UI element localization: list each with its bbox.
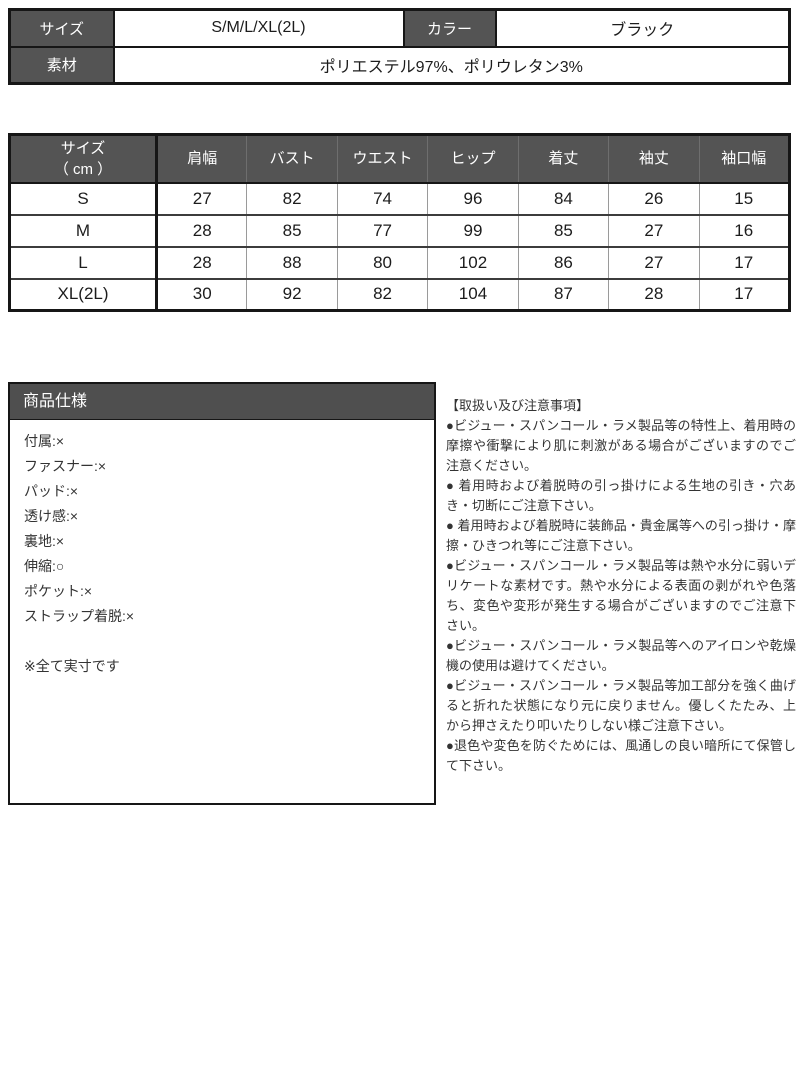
size-chart-column-header: ヒップ [427,134,519,184]
size-chart-row: M 28 85 77 99 85 27 16 [9,213,790,247]
spec-box-body: 付属:× ファスナー:× パッド:× 透け感:× 裏地:× 伸縮:○ ポケット:× ストラップ… [10,420,434,688]
size-chart-value-cell: 28 [608,277,700,311]
size-chart-size-cell: XL(2L) [9,277,158,311]
size-label-cell: サイズ [8,8,115,48]
info-row-size-color: サイズ S/M/L/XL(2L) カラー ブラック [8,8,791,48]
spec-box: 商品仕様 付属:× ファスナー:× パッド:× 透け感:× 裏地:× 伸縮:○ ポケット:×… [8,382,436,805]
size-chart-value-cell: 85 [517,213,609,247]
color-value-cell: ブラック [494,8,791,48]
size-chart-header-row: サイズ（ cm ）肩幅 バスト ウエスト ヒップ 着丈 袖丈 袖口幅 [9,134,790,184]
size-chart-value-cell: 92 [246,277,338,311]
size-chart-value-cell: 104 [427,277,519,311]
size-chart-value-cell: 80 [336,245,428,279]
product-info-table: サイズ S/M/L/XL(2L) カラー ブラック 素材 ポリエステル97%、ポ… [8,8,791,85]
size-chart-value-cell: 27 [608,213,700,247]
size-chart-column-header: ウエスト [336,134,428,184]
size-chart-size-column-header: サイズ（ cm ） [9,134,158,184]
size-chart-column-header: 着丈 [517,134,609,184]
size-chart-value-cell: 15 [698,181,790,215]
size-chart-value-cell: 28 [155,245,247,279]
size-chart-value-cell: 88 [246,245,338,279]
care-note-item: ●ビジュー・スパンコール・ラメ製品等は熱や水分に弱いデリケートな素材です。熱や水… [446,558,796,633]
size-chart-value-cell: 17 [698,277,790,311]
size-chart-value-cell: 28 [155,213,247,247]
spec-box-title: 商品仕様 [10,384,434,420]
size-chart-size-cell: M [9,213,158,247]
size-chart-value-cell: 27 [155,181,247,215]
care-note-item: ● 着用時および着脱時に装飾品・貴金属等への引っ掛け・摩擦・ひきつれ等にご注意下… [446,518,796,553]
size-chart-column-header: 肩幅 [155,134,247,184]
size-chart-column-header: バスト [246,134,338,184]
care-note-item: ●ビジュー・スパンコール・ラメ製品等の特性上、着用時の摩擦や衝撃により肌に刺激が… [446,418,796,473]
size-chart-row: XL(2L) 30 92 82 104 87 28 17 [9,277,790,311]
info-row-material: 素材 ポリエステル97%、ポリウレタン3% [8,45,791,85]
size-chart-row: S 27 82 74 96 84 26 15 [9,181,790,215]
care-note-item: ●ビジュー・スパンコール・ラメ製品等へのアイロンや乾燥機の使用は避けてください。 [446,638,796,673]
size-chart-value-cell: 84 [517,181,609,215]
care-notes-title: 【取扱い及び注意事項】 [446,398,590,413]
size-chart-value-cell: 30 [155,277,247,311]
material-label-cell: 素材 [8,45,115,85]
size-chart-size-cell: L [9,245,158,279]
material-value-cell: ポリエステル97%、ポリウレタン3% [112,45,791,85]
size-chart-value-cell: 82 [246,181,338,215]
size-chart-column-header: 袖丈 [608,134,700,184]
size-chart-column-header: 袖口幅 [698,134,790,184]
size-chart-value-cell: 17 [698,245,790,279]
size-chart-value-cell: 102 [427,245,519,279]
size-chart-value-cell: 96 [427,181,519,215]
size-chart-value-cell: 87 [517,277,609,311]
size-chart-row: L 28 88 80 102 86 27 17 [9,245,790,279]
spec-item: 付属:× [24,433,65,449]
spec-item: ファスナー:× [24,458,107,474]
size-chart-value-cell: 86 [517,245,609,279]
care-notes: 【取扱い及び注意事項】 ●ビジュー・スパンコール・ラメ製品等の特性上、着用時の摩… [446,396,796,776]
size-chart-value-cell: 26 [608,181,700,215]
size-value-cell: S/M/L/XL(2L) [112,8,405,48]
size-chart-value-cell: 85 [246,213,338,247]
spec-item: パッド:× [24,483,79,499]
spec-item: 裏地:× [24,533,65,549]
care-note-item: ● 着用時および着脱時の引っ掛けによる生地の引き・穴あき・切断にご注意下さい。 [446,478,796,513]
spec-box-note: ※全て実寸です [24,658,120,674]
size-chart-table: サイズ（ cm ）肩幅 バスト ウエスト ヒップ 着丈 袖丈 袖口幅 S 27 82 74 96 84… [8,133,791,312]
size-chart-value-cell: 16 [698,213,790,247]
care-note-item: ●ビジュー・スパンコール・ラメ製品等加工部分を強く曲げると折れた状態になり元に戻… [446,678,796,733]
size-chart-value-cell: 77 [336,213,428,247]
spec-item: 伸縮:○ [24,558,65,574]
spec-item: ポケット:× [24,583,93,599]
spec-item: 透け感:× [24,508,79,524]
spec-item: ストラップ着脱:× [24,608,135,624]
color-label-cell: カラー [402,8,497,48]
care-note-item: ●退色や変色を防ぐためには、風通しの良い暗所にて保管して下さい。 [446,738,796,773]
size-chart-value-cell: 82 [336,277,428,311]
size-chart-value-cell: 27 [608,245,700,279]
size-chart-value-cell: 74 [336,181,428,215]
size-chart-size-cell: S [9,181,158,215]
size-chart-value-cell: 99 [427,213,519,247]
